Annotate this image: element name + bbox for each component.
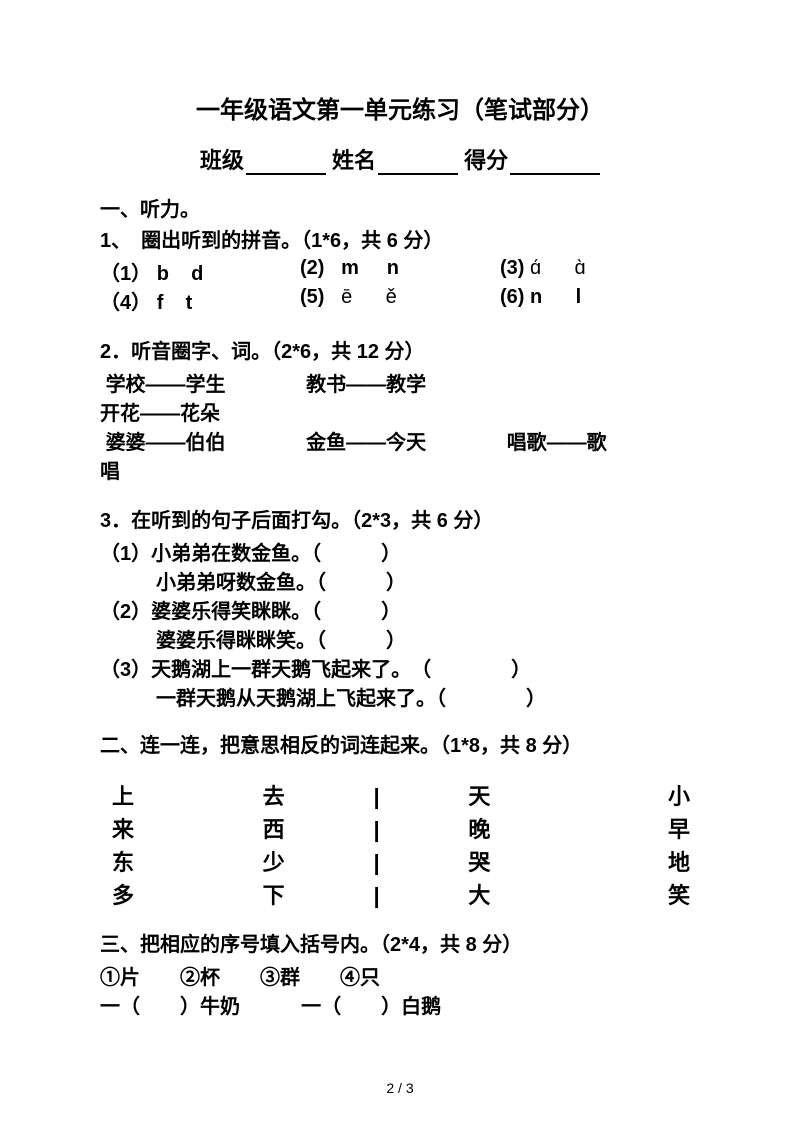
q3-2a[interactable]: （2）婆婆乐得笑眯眯。（ ） (100, 595, 700, 624)
q2-row-2: 婆婆——伯伯 金鱼——今天 唱歌——歌 (100, 426, 700, 455)
match-divider: | (347, 879, 406, 912)
match-row-0: 上 去 | 天 小 (100, 780, 700, 813)
section-2-heading: 二、连一连，把意思相反的词连起来。（1*8，共 8 分） (100, 729, 700, 758)
q1-5-label: (5) (300, 286, 324, 308)
match-cell[interactable]: 下 (200, 879, 347, 912)
q2-row-1: 学校——学生 教书——教学 开花——花朵 (100, 368, 700, 426)
match-cell[interactable]: 西 (200, 813, 347, 846)
q1-5-opt-b[interactable]: ě (386, 286, 397, 308)
match-cell[interactable]: 去 (200, 780, 347, 813)
match-cell[interactable]: 少 (200, 846, 347, 879)
match-cell[interactable]: 哭 (406, 846, 553, 879)
q3-3b[interactable]: 一群天鹅从天鹅湖上飞起来了。（ ） (156, 688, 546, 710)
q3-heading: 3．在听到的句子后面打勾。（2*3，共 6 分） (100, 506, 700, 537)
q1-heading: 1、 圈出听到的拼音。（1*6，共 6 分） (100, 226, 700, 257)
q1-2-label: (2) (300, 257, 324, 279)
q3-3a[interactable]: （3）天鹅湖上一群天鹅飞起来了。 （ ） (100, 653, 700, 682)
q3-1b[interactable]: 小弟弟呀数金鱼。（ ） (156, 572, 406, 594)
q2-pair-1[interactable]: 学校——学生 (106, 368, 301, 397)
match-cell[interactable]: 晚 (406, 813, 553, 846)
q1-2-opt-a[interactable]: m (341, 257, 359, 279)
q1-5-opt-a[interactable]: ē (341, 286, 352, 308)
page-number: 2 / 3 (0, 1080, 800, 1096)
q1-1-label: （1） (100, 263, 151, 285)
match-row-2: 东 少 | 哭 地 (100, 846, 700, 879)
section-3-heading: 三、把相应的序号填入括号内。（2*4，共 8 分） (100, 930, 700, 961)
student-info: 班级 姓名 得分 (100, 143, 700, 175)
q1-row-1: （1） b d (2) m n (3) ɑ́ ɑ̀ (100, 257, 700, 286)
s3-fill-row: 一（ ）牛奶 一（ ）白鹅 (100, 990, 700, 1019)
name-blank[interactable] (378, 151, 458, 175)
q1-3-opt-b[interactable]: ɑ̀ (574, 257, 585, 279)
q2-pair-6b[interactable]: 唱 (100, 461, 120, 483)
match-cell[interactable]: 地 (553, 846, 700, 879)
section-1-heading: 一、听力。 (100, 195, 700, 226)
q2-pair-6a[interactable]: 唱歌——歌 (507, 432, 607, 454)
q1-6-opt-a[interactable]: n (530, 286, 542, 308)
q2-heading: 2．听音圈字、词。（2*6，共 12 分） (100, 337, 700, 368)
q1-3-label: (3) (500, 257, 524, 279)
match-cell[interactable]: 笑 (553, 879, 700, 912)
match-cell[interactable]: 多 (100, 879, 200, 912)
q1-6-opt-b[interactable]: l (576, 286, 582, 308)
class-blank[interactable] (246, 151, 326, 175)
q2-pair-2[interactable]: 教书——教学 (306, 368, 501, 397)
q3-1a[interactable]: （1）小弟弟在数金鱼。（ ） (100, 537, 700, 566)
q1-1-opt-a[interactable]: b (157, 263, 169, 285)
score-blank[interactable] (510, 151, 600, 175)
q2-pair-4[interactable]: 婆婆——伯伯 (106, 426, 301, 455)
q1-row-2: （4） f t (5) ē ě (6) n l (100, 286, 700, 315)
q1-4-opt-b[interactable]: t (186, 292, 193, 314)
match-divider: | (347, 813, 406, 846)
q1-1-opt-b[interactable]: d (191, 263, 203, 285)
s3-fill-1[interactable]: 一（ ）牛奶 (100, 996, 240, 1018)
q2-row-3: 唱 (100, 455, 700, 484)
match-cell[interactable]: 东 (100, 846, 200, 879)
match-cell[interactable]: 小 (553, 780, 700, 813)
name-label: 姓名 (332, 148, 376, 173)
match-row-3: 多 下 | 大 笑 (100, 879, 700, 912)
match-cell[interactable]: 上 (100, 780, 200, 813)
match-cell[interactable]: 天 (406, 780, 553, 813)
q1-2-opt-b[interactable]: n (387, 257, 399, 279)
page-title: 一年级语文第一单元练习（笔试部分） (100, 90, 700, 125)
q3-2b[interactable]: 婆婆乐得眯眯笑。（ ） (156, 630, 406, 652)
q1-6-label: (6) (500, 286, 524, 308)
match-row-1: 来 西 | 晚 早 (100, 813, 700, 846)
q1-3-opt-a[interactable]: ɑ́ (530, 257, 541, 279)
match-cell[interactable]: 大 (406, 879, 553, 912)
match-divider: | (347, 780, 406, 813)
match-cell[interactable]: 早 (553, 813, 700, 846)
match-divider: | (347, 846, 406, 879)
q1-4-opt-a[interactable]: f (157, 292, 164, 314)
s3-options: ①片 ②杯 ③群 ④只 (100, 961, 700, 990)
q2-pair-3[interactable]: 开花——花朵 (100, 397, 295, 426)
match-cell[interactable]: 来 (100, 813, 200, 846)
q1-4-label: （4） (100, 292, 151, 314)
s3-fill-2[interactable]: 一（ ）白鹅 (301, 996, 441, 1018)
score-label: 得分 (464, 148, 508, 173)
class-label: 班级 (200, 148, 244, 173)
match-grid[interactable]: 上 去 | 天 小 来 西 | 晚 早 东 少 | 哭 地 多 下 | 大 笑 (100, 780, 700, 912)
q2-pair-5[interactable]: 金鱼——今天 (306, 426, 501, 455)
